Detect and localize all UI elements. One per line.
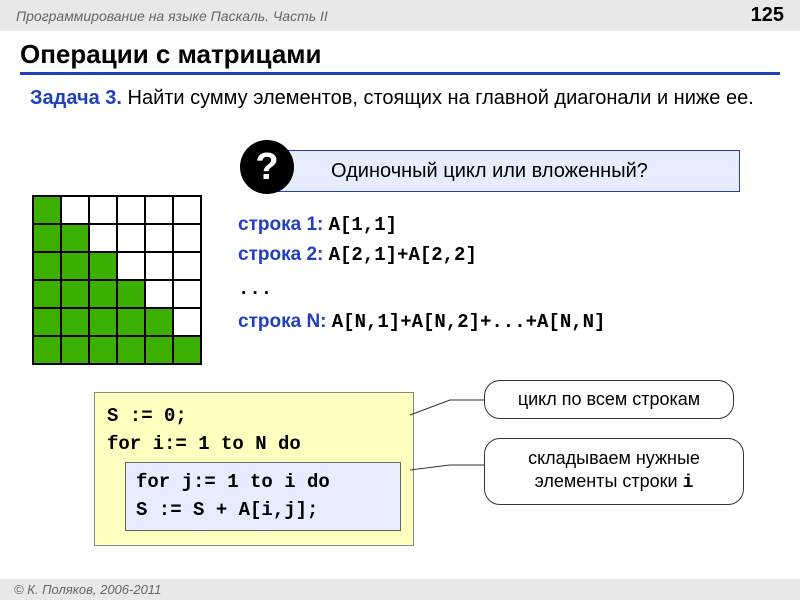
matrix-cell xyxy=(173,196,201,224)
rowN-label: строка N: xyxy=(238,311,327,332)
nested-code-block: for j:= 1 to i do S := S + A[i,j]; xyxy=(125,462,401,531)
matrix-cell xyxy=(89,308,117,336)
matrix-cell xyxy=(173,280,201,308)
row2-expr: A[2,1]+A[2,2] xyxy=(329,244,477,266)
matrix-cell xyxy=(117,308,145,336)
matrix-cell xyxy=(145,280,173,308)
matrix-cell xyxy=(89,280,117,308)
task-label: Задача 3. xyxy=(30,87,122,109)
matrix-cell xyxy=(61,280,89,308)
matrix-cell xyxy=(33,336,61,364)
task-text: Задача 3. Найти сумму элементов, стоящих… xyxy=(30,85,770,112)
code-line-1: S := 0; xyxy=(107,403,401,431)
rows-ellipsis: ... xyxy=(238,274,605,304)
rowN-expr: A[N,1]+A[N,2]+...+A[N,N] xyxy=(332,311,606,333)
matrix-cell xyxy=(145,224,173,252)
matrix-cell xyxy=(145,308,173,336)
matrix-cell xyxy=(33,196,61,224)
course-name: Программирование на языке Паскаль. Часть… xyxy=(16,8,328,24)
matrix-cell xyxy=(33,252,61,280)
question-mark-icon: ? xyxy=(240,140,294,194)
matrix-cell xyxy=(117,336,145,364)
matrix-cell xyxy=(89,196,117,224)
matrix-cell xyxy=(61,308,89,336)
matrix-cell xyxy=(145,196,173,224)
row1-expr: A[1,1] xyxy=(329,214,397,236)
matrix-cell xyxy=(33,224,61,252)
matrix-cell xyxy=(33,280,61,308)
matrix-cell xyxy=(117,280,145,308)
matrix-cell xyxy=(173,308,201,336)
matrix-cell xyxy=(61,196,89,224)
matrix-cell xyxy=(117,224,145,252)
matrix-cell xyxy=(89,252,117,280)
matrix-grid xyxy=(32,195,202,365)
matrix-cell xyxy=(61,224,89,252)
code-line-3: for j:= 1 to i do xyxy=(136,469,390,497)
annotation-bubble-2: складываем нужные элементы строки i xyxy=(484,438,744,505)
matrix-cell xyxy=(173,336,201,364)
task-body: Найти сумму элементов, стоящих на главно… xyxy=(122,87,754,109)
matrix-cell xyxy=(89,336,117,364)
code-line-2: for i:= 1 to N do xyxy=(107,431,401,459)
annotation-bubble-1: цикл по всем строкам xyxy=(484,380,734,419)
page-number: 125 xyxy=(751,4,784,27)
matrix-cell xyxy=(173,252,201,280)
row1-label: строка 1: xyxy=(238,214,323,235)
slide-header: Программирование на языке Паскаль. Часть… xyxy=(0,0,800,31)
matrix-cell xyxy=(145,252,173,280)
row2-label: строка 2: xyxy=(238,244,323,265)
matrix-cell xyxy=(89,224,117,252)
code-line-4: S := S + A[i,j]; xyxy=(136,497,390,525)
slide-title: Операции с матрицами xyxy=(20,39,780,75)
code-block: S := 0; for i:= 1 to N do for j:= 1 to i… xyxy=(94,392,414,546)
matrix-cell xyxy=(117,196,145,224)
matrix-cell xyxy=(61,336,89,364)
matrix-cell xyxy=(173,224,201,252)
matrix-cell xyxy=(61,252,89,280)
slide-footer: © К. Поляков, 2006-2011 xyxy=(0,579,800,600)
question-callout: Одиночный цикл или вложенный? xyxy=(270,150,740,192)
matrix-cell xyxy=(33,308,61,336)
matrix-cell xyxy=(145,336,173,364)
question-text: Одиночный цикл или вложенный? xyxy=(331,160,648,183)
row-expressions: строка 1: A[1,1] строка 2: A[2,1]+A[2,2]… xyxy=(238,210,605,338)
matrix-cell xyxy=(117,252,145,280)
